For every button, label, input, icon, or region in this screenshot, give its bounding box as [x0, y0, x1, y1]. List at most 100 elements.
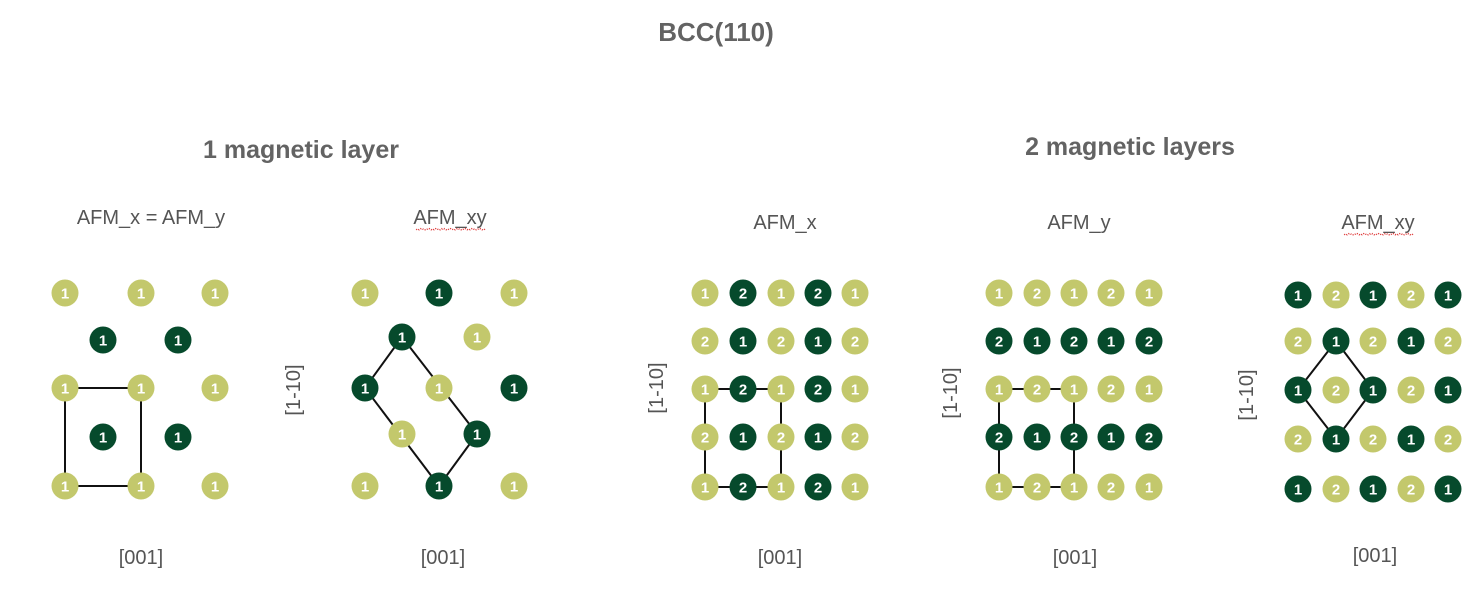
- atom-number: 1: [1070, 382, 1078, 399]
- atom-number: 1: [1444, 383, 1452, 400]
- atom-number: 1: [137, 286, 145, 303]
- atom-number: 1: [435, 286, 443, 303]
- atom-light: [1322, 281, 1350, 309]
- atom-light: [51, 374, 79, 402]
- atom-number: 1: [398, 330, 406, 347]
- atom-light: [1135, 375, 1163, 403]
- atom-number: 2: [1444, 432, 1452, 449]
- atom-number: 1: [211, 479, 219, 496]
- panel-3: AFM_x [001] [1-10] 1 2 1 2 1 2 1 2 1 2 1 2 1 2 1 2 1 2 1 2 1 2 1 2…: [646, 212, 869, 569]
- atom-light: [767, 327, 795, 355]
- atom-light: [691, 375, 719, 403]
- atom-dark: [1434, 475, 1462, 503]
- atom-light: [691, 327, 719, 355]
- atom-light: [1397, 475, 1425, 503]
- atom-dark: [164, 326, 192, 354]
- x-axis-label: [001]: [1353, 545, 1397, 567]
- atom-light: [1023, 279, 1051, 307]
- atom-number: 1: [851, 480, 859, 497]
- atom-dark: [1434, 376, 1462, 404]
- atom-dark: [729, 473, 757, 501]
- atom-light: [201, 279, 229, 307]
- atom-dark: [1322, 327, 1350, 355]
- panel-label: AFM_xy: [1341, 212, 1414, 234]
- x-axis-label: [001]: [758, 547, 802, 569]
- atom-dark: [804, 423, 832, 451]
- atom-light: [1097, 375, 1125, 403]
- atom-light: [841, 473, 869, 501]
- atom-light: [1434, 425, 1462, 453]
- atom-number: 1: [1070, 480, 1078, 497]
- atom-dark: [1060, 327, 1088, 355]
- atom-light: [463, 323, 491, 351]
- atom-dark: [1284, 475, 1312, 503]
- atom-number: 2: [777, 334, 785, 351]
- atom-light: [1097, 473, 1125, 501]
- y-axis-label: [1-10]: [283, 364, 305, 415]
- atom-dark: [500, 374, 528, 402]
- atom-number: 1: [1145, 382, 1153, 399]
- atom-light: [841, 279, 869, 307]
- atom-dark: [985, 327, 1013, 355]
- atom-light: [767, 473, 795, 501]
- atom-dark: [985, 423, 1013, 451]
- panel-4: AFM_y [001] [1-10] 1 2 1 2 1 2 1 2 1 2 1 2 1 2 1 2 1 2 1 2 1 2 1 2…: [940, 212, 1163, 569]
- atom-number: 2: [1033, 382, 1041, 399]
- atom-number: 1: [61, 286, 69, 303]
- atom-dark: [425, 279, 453, 307]
- atom-number: 1: [174, 430, 182, 447]
- atom-light: [425, 374, 453, 402]
- atom-light: [127, 472, 155, 500]
- y-axis-label: [1-10]: [646, 362, 668, 413]
- atom-number: 1: [739, 430, 747, 447]
- atom-number: 1: [777, 382, 785, 399]
- atom-dark: [1322, 425, 1350, 453]
- x-axis-label: [001]: [119, 547, 163, 569]
- atom-light: [51, 472, 79, 500]
- atom-number: 1: [398, 427, 406, 444]
- atom-number: 2: [1407, 288, 1415, 305]
- atom-number: 1: [1033, 334, 1041, 351]
- atom-dark: [1097, 423, 1125, 451]
- group-title-2-layers: 2 magnetic layers: [1025, 133, 1235, 161]
- atom-light: [500, 279, 528, 307]
- atom-number: 1: [1145, 480, 1153, 497]
- atom-dark: [463, 420, 491, 448]
- atom-light: [1023, 473, 1051, 501]
- atom-dark: [1284, 281, 1312, 309]
- atom-number: 1: [99, 430, 107, 447]
- main-title: BCC(110): [658, 17, 774, 47]
- atom-number: 2: [851, 334, 859, 351]
- spellcheck-underline: [1343, 232, 1414, 236]
- atom-light: [985, 375, 1013, 403]
- atom-number: 1: [739, 334, 747, 351]
- atom-number: 1: [510, 286, 518, 303]
- atom-number: 1: [851, 286, 859, 303]
- atom-light: [1135, 473, 1163, 501]
- atom-number: 1: [814, 430, 822, 447]
- atom-light: [127, 279, 155, 307]
- atom-number: 2: [1145, 334, 1153, 351]
- atom-light: [1060, 473, 1088, 501]
- atom-light: [127, 374, 155, 402]
- atom-light: [1359, 425, 1387, 453]
- atom-number: 2: [1070, 430, 1078, 447]
- spellcheck-underline: [415, 227, 486, 231]
- atom-number: 1: [995, 382, 1003, 399]
- atom-number: 2: [1107, 382, 1115, 399]
- atom-number: 1: [1444, 288, 1452, 305]
- atom-dark: [729, 375, 757, 403]
- atom-light: [1359, 327, 1387, 355]
- atom-number: 2: [1070, 334, 1078, 351]
- atom-number: 1: [174, 333, 182, 350]
- atom-number: 1: [701, 480, 709, 497]
- atom-number: 1: [1107, 430, 1115, 447]
- atom-dark: [1135, 327, 1163, 355]
- atom-light: [1434, 327, 1462, 355]
- atom-dark: [729, 327, 757, 355]
- atom-light: [1284, 425, 1312, 453]
- atom-light: [691, 423, 719, 451]
- atom-number: 2: [1407, 383, 1415, 400]
- atom-number: 1: [1294, 482, 1302, 499]
